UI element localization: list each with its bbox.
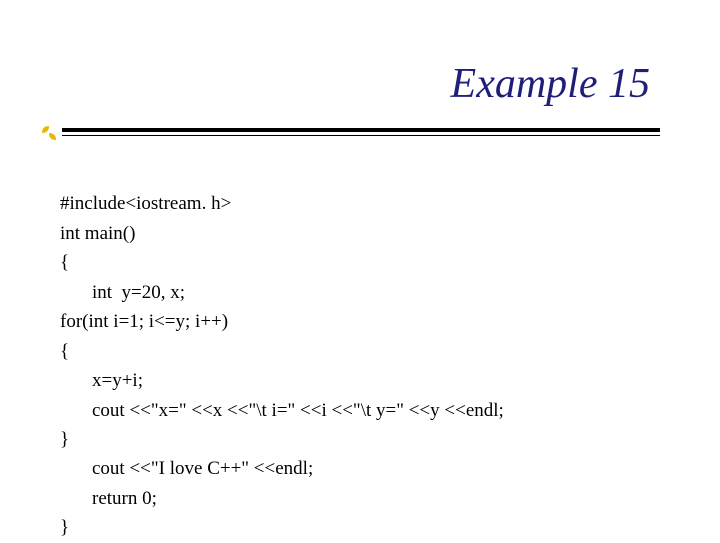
code-line: for(int i=1; i<=y; i++) [60,311,228,332]
slide-title: Example 15 [451,60,650,108]
slide: Example 15 #include<iostream. h> int mai… [0,0,720,540]
code-line: int y=20, x; [60,278,185,307]
code-line: return 0; [60,484,157,513]
code-line: { [60,252,69,273]
code-line: } [60,517,69,538]
code-line: #include<iostream. h> [60,193,231,214]
code-line: { [60,341,69,362]
divider-thick-line [62,128,660,132]
code-line: } [60,429,69,450]
code-line: cout <<"x=" <<x <<"\t i=" <<i <<"\t y=" … [60,396,504,425]
divider-thin-line [62,135,660,136]
code-line: x=y+i; [60,366,143,395]
code-line: int main() [60,223,135,244]
code-block: #include<iostream. h> int main() { int y… [60,160,504,543]
title-divider [40,128,660,138]
code-line: cout <<"I love C++" <<endl; [60,454,313,483]
bullet-icon [40,124,58,142]
